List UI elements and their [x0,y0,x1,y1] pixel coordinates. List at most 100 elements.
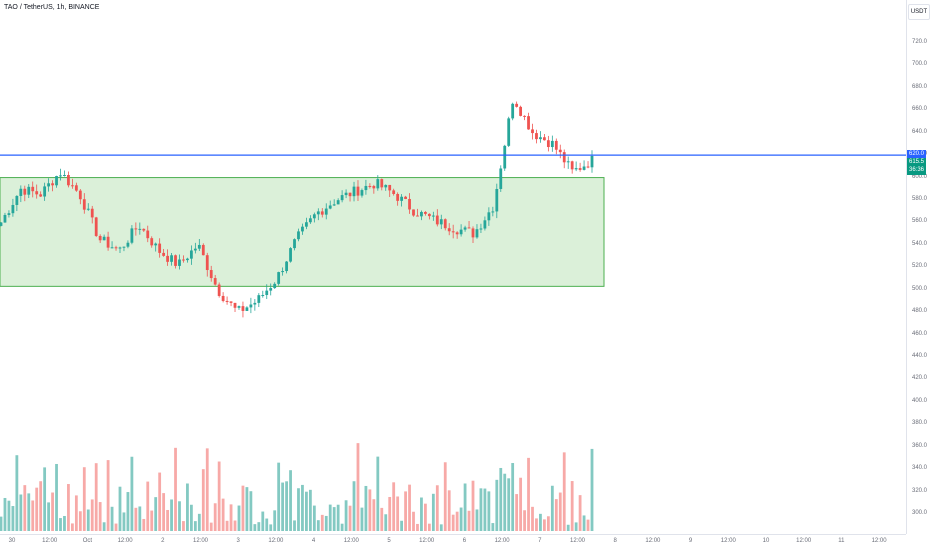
volume-bar [289,470,292,531]
volume-bar [360,507,364,531]
candle-body [86,208,90,210]
candle-body [590,155,594,168]
candle-body [289,248,292,262]
symbol-title: TAO / TetherUS, 1h, BINANCE [4,4,100,11]
candle-body [225,300,229,302]
support-zone-rectangle[interactable] [0,177,605,287]
candle-body [241,306,245,311]
candle-body [562,152,566,163]
volume-bar [507,478,511,531]
volume-bar [499,467,503,531]
bar-countdown-tag: 36:36 [907,166,927,176]
candle-body [554,140,558,150]
volume-bar [297,488,300,531]
volume-bar [114,523,118,531]
candle-body [197,244,201,249]
candle-body [586,166,590,168]
time-axis-tick: 3 [236,538,240,544]
time-axis-tick: 7 [538,538,542,544]
candle-body [546,140,550,148]
candle-body [134,228,138,230]
candle-body [82,199,86,210]
volume-bar [39,481,43,531]
volume-bar [356,443,360,531]
candle-body [249,304,253,308]
volume-bar [158,472,162,531]
candle-body [35,191,39,195]
volume-bar [439,524,443,531]
candle-body [15,195,19,205]
volume-bar [570,481,574,531]
volume-bar [86,509,90,531]
volume-bar [277,462,281,531]
volume-bar [324,515,328,531]
volume-bar [435,485,439,531]
last-price-tag: 615.5 [907,158,927,168]
candle-body [451,231,455,233]
volume-bar [178,501,181,531]
volume-bar [229,504,233,531]
candle-body [364,185,368,191]
volume-bar [305,491,308,531]
candle-body [201,244,205,256]
candle-body [110,247,114,249]
candle-body [293,239,296,249]
candle-body [55,176,58,186]
currency-button[interactable]: USDT [908,4,930,20]
volume-bar [459,507,463,531]
candle-body [483,220,487,229]
volume-bar [515,494,519,531]
candle-body [431,215,435,217]
candle-body [118,247,122,249]
candle-body [229,301,233,303]
volume-bar [249,491,253,531]
volume-bar [201,469,205,531]
volume-bar [209,522,213,531]
candle-body [186,258,189,261]
candle-body [384,184,388,188]
price-axis-tick: 400.0 [912,397,928,404]
volume-bar [424,503,427,531]
volume-bar [392,482,396,531]
price-axis-tick: 720.0 [912,39,928,45]
price-axis[interactable] [906,0,932,534]
candle-body [475,229,479,238]
candle-body [507,118,511,146]
candle-body [324,208,328,215]
candle-body [416,215,419,217]
volume-bar [293,520,296,531]
time-axis-tick: 4 [311,538,316,544]
candle-body [487,212,491,221]
volume-bar [59,518,62,531]
price-chart[interactable] [0,0,906,534]
candle-body [31,186,35,192]
candle-body [312,214,316,219]
volume-bar [213,503,217,531]
volume-bar [265,518,269,531]
volume-bar [312,505,316,531]
price-axis-tick: 660.0 [912,106,928,113]
time-axis-tick: 12:00 [192,538,209,544]
candle-body [308,218,312,223]
candle-body [570,161,574,170]
candle-body [154,243,158,246]
candle-body [408,198,411,210]
time-axis[interactable] [0,534,906,551]
candle-body [368,185,372,187]
volume-bar [55,463,58,531]
candle-body [281,271,285,273]
candle-body [404,196,407,199]
candle-body [578,168,582,170]
volume-bar [186,483,189,531]
volume-bar [566,524,570,531]
volume-bar [189,504,193,531]
time-axis-tick: 12:00 [117,538,133,544]
candle-body [582,166,586,170]
candle-body [348,192,352,197]
candle-body [78,190,82,200]
volume-bar [578,495,582,531]
candle-body [400,196,404,201]
volume-bar [479,488,483,531]
candle-body [265,290,269,296]
volume-bar [0,516,3,531]
